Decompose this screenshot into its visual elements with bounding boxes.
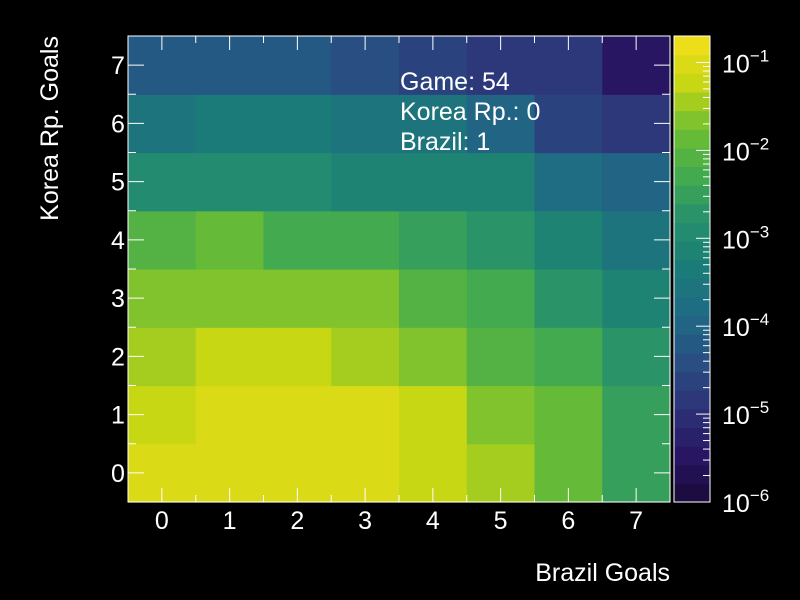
x-tick-label: 5 xyxy=(494,507,508,535)
colorbar-band xyxy=(674,185,710,205)
y-axis-label: Korea Rp. Goals xyxy=(36,36,64,221)
heatmap-cell xyxy=(263,94,332,154)
heatmap-cell xyxy=(466,269,536,328)
colorbar-tick-label: 10−5 xyxy=(722,398,769,430)
y-tick-label: 3 xyxy=(111,285,125,313)
heatmap-cell xyxy=(534,94,603,154)
x-tick-label: 6 xyxy=(561,507,575,535)
colorbar-tick-label: 10−3 xyxy=(722,222,769,254)
colorbar-band xyxy=(674,427,710,447)
heatmap-cell xyxy=(195,385,265,445)
colorbar-band xyxy=(674,371,710,391)
colorbar-band xyxy=(674,54,710,74)
annotation-game: Game: 54 xyxy=(400,68,510,96)
colorbar-band xyxy=(674,278,710,298)
heatmap-cell xyxy=(263,152,332,212)
colorbar-band xyxy=(674,129,710,149)
heatmap-cell xyxy=(466,152,536,212)
y-tick-label: 4 xyxy=(111,227,125,255)
colorbar-band xyxy=(674,334,710,354)
colorbar-band xyxy=(674,296,710,317)
colorbar-band xyxy=(674,203,710,223)
heatmap-cell xyxy=(534,327,603,387)
heatmap-cell xyxy=(534,269,603,328)
colorbar-band xyxy=(674,464,710,484)
heatmap-cell xyxy=(534,210,603,270)
heatmap-cell xyxy=(263,385,332,445)
colorbar xyxy=(673,35,711,503)
colorbar-band xyxy=(674,147,710,168)
colorbar-band xyxy=(674,390,710,410)
colorbar-band xyxy=(674,222,710,242)
colorbar-axis: 10−1 10−2 10−3 10−4 10−5 10−6 xyxy=(696,35,769,518)
colorbar-band xyxy=(674,241,710,261)
y-axis: 0 1 2 3 4 5 6 7 xyxy=(111,35,670,503)
colorbar-band xyxy=(674,166,710,186)
heatmap-cell xyxy=(399,152,468,212)
y-tick-label: 7 xyxy=(111,52,125,80)
x-tick-label: 7 xyxy=(629,507,643,535)
colorbar-band xyxy=(674,259,710,279)
annotation-korea-score: Korea Rp.: 0 xyxy=(400,98,540,126)
y-tick-label: 0 xyxy=(111,460,125,488)
colorbar-tick-label: 10−1 xyxy=(722,46,769,78)
heatmap-cell xyxy=(195,152,265,212)
heatmap-cell xyxy=(466,94,536,154)
colorbar-frame xyxy=(673,35,711,503)
heatmap-cell xyxy=(263,269,332,328)
heatmap-cell xyxy=(195,269,265,328)
heatmap-cell xyxy=(195,94,265,154)
y-tick-label: 1 xyxy=(111,402,125,430)
colorbar-tick-label: 10−4 xyxy=(722,310,769,342)
heatmap-cell xyxy=(331,94,400,154)
heatmap-cell xyxy=(399,385,468,445)
colorbar-band xyxy=(674,73,710,93)
heatmap-cell xyxy=(399,94,468,154)
y-tick-label: 5 xyxy=(111,169,125,197)
heatmap-cell xyxy=(466,385,536,445)
heatmap-cell xyxy=(331,210,400,270)
y-tick-label: 2 xyxy=(111,343,125,371)
heatmap-cell xyxy=(331,152,400,212)
heatmap-cell xyxy=(195,327,265,387)
heatmap-cell xyxy=(399,210,468,270)
heatmap-cell xyxy=(331,327,400,387)
heatmap-cell xyxy=(399,327,468,387)
colorbar-band xyxy=(674,36,710,56)
x-axis: 0 1 2 3 4 5 6 7 xyxy=(127,36,671,535)
colorbar-band xyxy=(674,315,710,335)
x-tick-label: 2 xyxy=(290,507,304,535)
heatmap-cell xyxy=(195,210,265,270)
colorbar-band xyxy=(674,110,710,130)
heatmap-cell xyxy=(466,327,536,387)
colorbar-tick-label: 10−6 xyxy=(722,486,769,518)
heatmap-cell xyxy=(534,152,603,212)
heatmap-cell xyxy=(331,385,400,445)
annotation-brazil-score: Brazil: 1 xyxy=(400,128,490,156)
x-axis-label: Brazil Goals xyxy=(535,559,670,587)
heatmap-cell xyxy=(331,269,400,328)
x-tick-label: 1 xyxy=(223,507,237,535)
colorbar-tick-label: 10−2 xyxy=(722,134,769,166)
colorbar-band xyxy=(674,483,710,503)
colorbar-band xyxy=(674,446,710,466)
x-tick-label: 4 xyxy=(426,507,440,535)
heatmap-cell xyxy=(534,385,603,445)
heatmap-cell xyxy=(263,210,332,270)
colorbar-band xyxy=(674,91,710,112)
y-tick-label: 6 xyxy=(111,110,125,138)
heatmap-cell xyxy=(263,327,332,387)
x-tick-label: 3 xyxy=(358,507,372,535)
annotation-box: Game: 54 Korea Rp.: 0 Brazil: 1 xyxy=(400,68,540,156)
x-tick-label: 0 xyxy=(155,507,169,535)
colorbar-band xyxy=(674,352,710,373)
heatmap-cell xyxy=(466,210,536,270)
heatmap-cell xyxy=(399,269,468,328)
